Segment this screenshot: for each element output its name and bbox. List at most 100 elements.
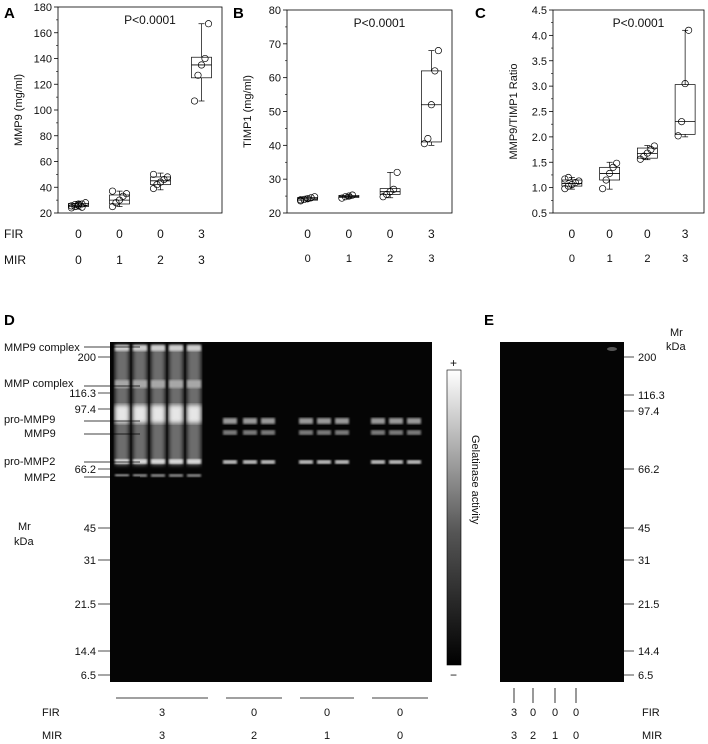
- scale-minus: −: [450, 668, 457, 682]
- fir-value: 0: [157, 227, 164, 241]
- data-point: [156, 178, 165, 186]
- y-tick-label: 180: [34, 2, 52, 14]
- lane-mir-value: 0: [397, 730, 403, 742]
- marker-label: 45: [638, 523, 650, 535]
- data-point: [390, 185, 398, 193]
- mir-value: 2: [157, 253, 164, 267]
- gel-band: [187, 459, 201, 464]
- gel-band: [261, 418, 275, 424]
- data-point: [108, 203, 117, 211]
- data-point: [71, 201, 79, 209]
- gel-e: [500, 342, 624, 682]
- gel-band: [115, 405, 129, 423]
- mir-value: 0: [75, 253, 82, 267]
- y-tick-label: 1.5: [532, 157, 547, 169]
- y-tick-label: 40: [269, 140, 281, 152]
- mir-value: 1: [346, 253, 352, 265]
- gel-d-fir-label: FIR: [42, 707, 60, 719]
- y-tick-label: 20: [269, 208, 281, 220]
- y-tick-label: 40: [40, 182, 52, 194]
- gel-d-labels: 200116.397.466.2453121.514.46.5MrkDaMMP9…: [4, 342, 428, 742]
- y-tick-label: 0.5: [532, 208, 547, 220]
- gel-band: [243, 418, 257, 424]
- data-point: [348, 191, 356, 199]
- box: [421, 70, 442, 143]
- y-tick-label: 160: [34, 28, 52, 40]
- gel-band: [317, 460, 331, 464]
- gel-band: [187, 405, 201, 423]
- gelatinase-scale-bar: [446, 369, 462, 666]
- fir-value: 3: [428, 227, 435, 241]
- y-tick-label: 60: [40, 157, 52, 169]
- fir-value: 0: [606, 227, 613, 241]
- mir-value: 1: [607, 253, 613, 265]
- gel-e-spot: [607, 347, 617, 351]
- data-point: [424, 135, 432, 143]
- box: [191, 56, 212, 79]
- gel-band: [299, 430, 313, 435]
- mir-value: 3: [428, 253, 434, 265]
- gel-band: [317, 430, 331, 435]
- marker-label: 66.2: [75, 464, 96, 476]
- data-point: [149, 184, 158, 193]
- fir-value: 0: [116, 227, 123, 241]
- data-point: [311, 193, 319, 201]
- mir-value: 2: [387, 253, 393, 265]
- marker-label: 21.5: [75, 599, 96, 611]
- fir-value: 0: [304, 227, 311, 241]
- mr-label: Mr: [18, 521, 31, 533]
- data-point: [108, 187, 117, 195]
- data-point: [427, 101, 435, 109]
- gel-band: [151, 474, 165, 477]
- panel-label-b: B: [233, 5, 244, 22]
- y-axis-label: MMP9/TIMP1 Ratio: [508, 64, 520, 160]
- panel-label-c: C: [475, 5, 486, 22]
- mir-value: 2: [644, 253, 650, 265]
- lane-mir-value: 2: [251, 730, 257, 742]
- gel-e-mir-label: MIR: [642, 730, 662, 742]
- gel-band: [317, 418, 331, 424]
- gel-band: [151, 459, 165, 464]
- mir-row-label-top: MIR: [4, 253, 26, 267]
- data-point: [561, 185, 569, 193]
- plot-frame: [57, 6, 223, 214]
- data-point: [564, 173, 572, 182]
- marker-label: 97.4: [75, 404, 96, 416]
- y-tick-label: 3.5: [532, 56, 547, 68]
- lane-mir-value: 2: [530, 730, 536, 742]
- fir-value: 0: [346, 227, 353, 241]
- data-point: [681, 80, 689, 88]
- gel-band: [389, 430, 403, 435]
- gel-band: [389, 460, 403, 464]
- fir-value: 0: [644, 227, 651, 241]
- gel-band: [261, 430, 275, 435]
- lane-fir-value: 0: [324, 707, 330, 719]
- kda-label: kDa: [14, 536, 34, 548]
- box-chart-timp1: 20 30 40 50 60 70 80 TIMP1 (mg/ml) P<0.0001 0 0 0 1 0…: [242, 5, 453, 265]
- data-point: [674, 132, 682, 140]
- data-point: [685, 26, 693, 34]
- y-tick-label: 140: [34, 54, 52, 66]
- data-point: [606, 169, 614, 177]
- gel-band: [223, 430, 237, 435]
- gel-band: [299, 418, 313, 424]
- gel-band: [299, 460, 313, 464]
- lane-mir-value: 3: [159, 730, 165, 742]
- fir-value: 0: [569, 227, 576, 241]
- data-point: [609, 163, 617, 171]
- band-label: MMP9: [24, 428, 56, 440]
- fir-value: 3: [198, 227, 205, 241]
- y-tick-label: 4.0: [532, 30, 547, 42]
- marker-label: 31: [84, 555, 96, 567]
- mir-value: 1: [116, 253, 123, 267]
- data-point: [602, 176, 610, 184]
- y-axis-label: MMP9 (mg/ml): [13, 74, 25, 146]
- data-point: [678, 118, 686, 126]
- data-point: [568, 181, 576, 189]
- data-point: [194, 71, 202, 79]
- data-point: [78, 200, 86, 208]
- gel-band: [169, 405, 183, 423]
- gel-band: [133, 474, 147, 477]
